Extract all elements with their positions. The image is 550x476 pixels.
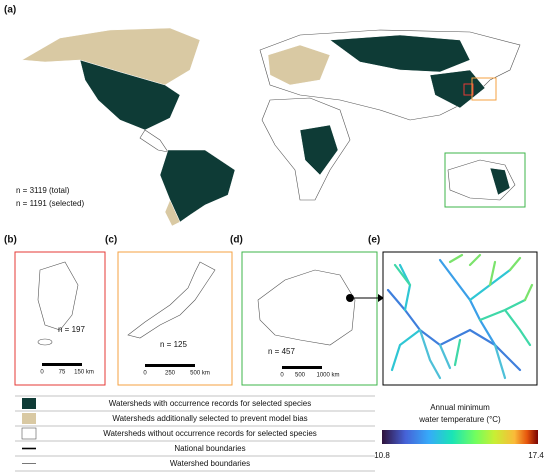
legend-label: Watershed boundaries bbox=[170, 459, 250, 468]
inset-box-japan bbox=[471, 77, 497, 101]
scale-bar bbox=[42, 363, 82, 366]
colorbar bbox=[382, 430, 538, 444]
scale-label: 1000 km bbox=[316, 373, 339, 379]
legend-swatch bbox=[21, 427, 37, 440]
scale-bar bbox=[145, 364, 195, 367]
colorbar-min: 10.8 bbox=[374, 451, 390, 460]
colorbar-title: water temperature (°C) bbox=[418, 415, 501, 424]
n-count: n = 457 bbox=[268, 347, 295, 356]
colorbar-max: 17.4 bbox=[528, 451, 544, 460]
inset-box-australia bbox=[444, 152, 526, 208]
scale-label: 250 bbox=[165, 371, 176, 377]
legend-swatch bbox=[22, 398, 36, 409]
jeju bbox=[37, 338, 53, 346]
inset-box-korea bbox=[463, 83, 474, 96]
scale-label: 500 bbox=[295, 373, 306, 379]
panel-letter: (b) bbox=[4, 235, 17, 246]
legend-label: Watersheds with occurrence records for s… bbox=[109, 399, 311, 408]
korea-map bbox=[37, 261, 79, 331]
n-total: n = 3119 (total) bbox=[16, 186, 70, 195]
scale-label: 150 km bbox=[74, 370, 94, 376]
world-map bbox=[21, 27, 521, 227]
scale-label: 500 km bbox=[190, 371, 210, 377]
australia-map bbox=[257, 269, 356, 346]
scale-label: 0 bbox=[280, 373, 284, 379]
japan-map bbox=[127, 261, 216, 339]
panel-letter: (e) bbox=[368, 235, 380, 246]
location-dot bbox=[346, 294, 354, 302]
legend-label: Watersheds additionally selected to prev… bbox=[112, 414, 307, 423]
n-selected: n = 1191 (selected) bbox=[16, 199, 84, 208]
panel-letter: (d) bbox=[230, 235, 243, 246]
panel-box bbox=[117, 251, 233, 386]
n-count: n = 197 bbox=[58, 325, 85, 334]
legend-swatch bbox=[22, 413, 36, 424]
legend-label: National boundaries bbox=[174, 444, 245, 453]
river-network bbox=[386, 253, 534, 380]
legend: Watersheds with occurrence records for s… bbox=[15, 395, 375, 472]
panel-letter: (c) bbox=[105, 235, 117, 246]
colorbar-title: Annual minimum bbox=[430, 403, 490, 412]
scale-bar bbox=[282, 366, 322, 369]
panel-letter: (a) bbox=[4, 5, 16, 16]
scale-label: 0 bbox=[143, 371, 147, 377]
arrow-head bbox=[378, 294, 384, 302]
n-count: n = 125 bbox=[160, 340, 187, 349]
scale-label: 75 bbox=[59, 370, 66, 376]
legend-label: Watersheds without occurrence records fo… bbox=[103, 429, 317, 438]
scale-label: 0 bbox=[40, 370, 44, 376]
